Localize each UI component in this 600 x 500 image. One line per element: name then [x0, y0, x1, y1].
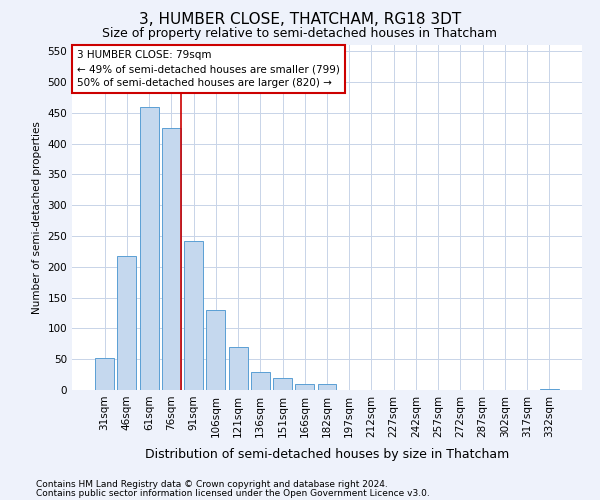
Y-axis label: Number of semi-detached properties: Number of semi-detached properties	[32, 121, 42, 314]
Bar	[140, 106, 158, 390]
Bar	[184, 241, 203, 390]
X-axis label: Distribution of semi-detached houses by size in Thatcham: Distribution of semi-detached houses by …	[145, 448, 509, 461]
Bar	[95, 358, 114, 390]
Text: 3, HUMBER CLOSE, THATCHAM, RG18 3DT: 3, HUMBER CLOSE, THATCHAM, RG18 3DT	[139, 12, 461, 28]
Bar	[118, 256, 136, 390]
Bar	[317, 384, 337, 390]
Bar	[251, 372, 270, 390]
Bar	[229, 347, 248, 390]
Text: Contains HM Land Registry data © Crown copyright and database right 2024.: Contains HM Land Registry data © Crown c…	[36, 480, 388, 489]
Text: Size of property relative to semi-detached houses in Thatcham: Size of property relative to semi-detach…	[103, 28, 497, 40]
Bar	[540, 389, 559, 390]
Text: 3 HUMBER CLOSE: 79sqm
← 49% of semi-detached houses are smaller (799)
50% of sem: 3 HUMBER CLOSE: 79sqm ← 49% of semi-deta…	[77, 50, 340, 88]
Bar	[206, 310, 225, 390]
Bar	[273, 378, 292, 390]
Text: Contains public sector information licensed under the Open Government Licence v3: Contains public sector information licen…	[36, 488, 430, 498]
Bar	[295, 384, 314, 390]
Bar	[162, 128, 181, 390]
